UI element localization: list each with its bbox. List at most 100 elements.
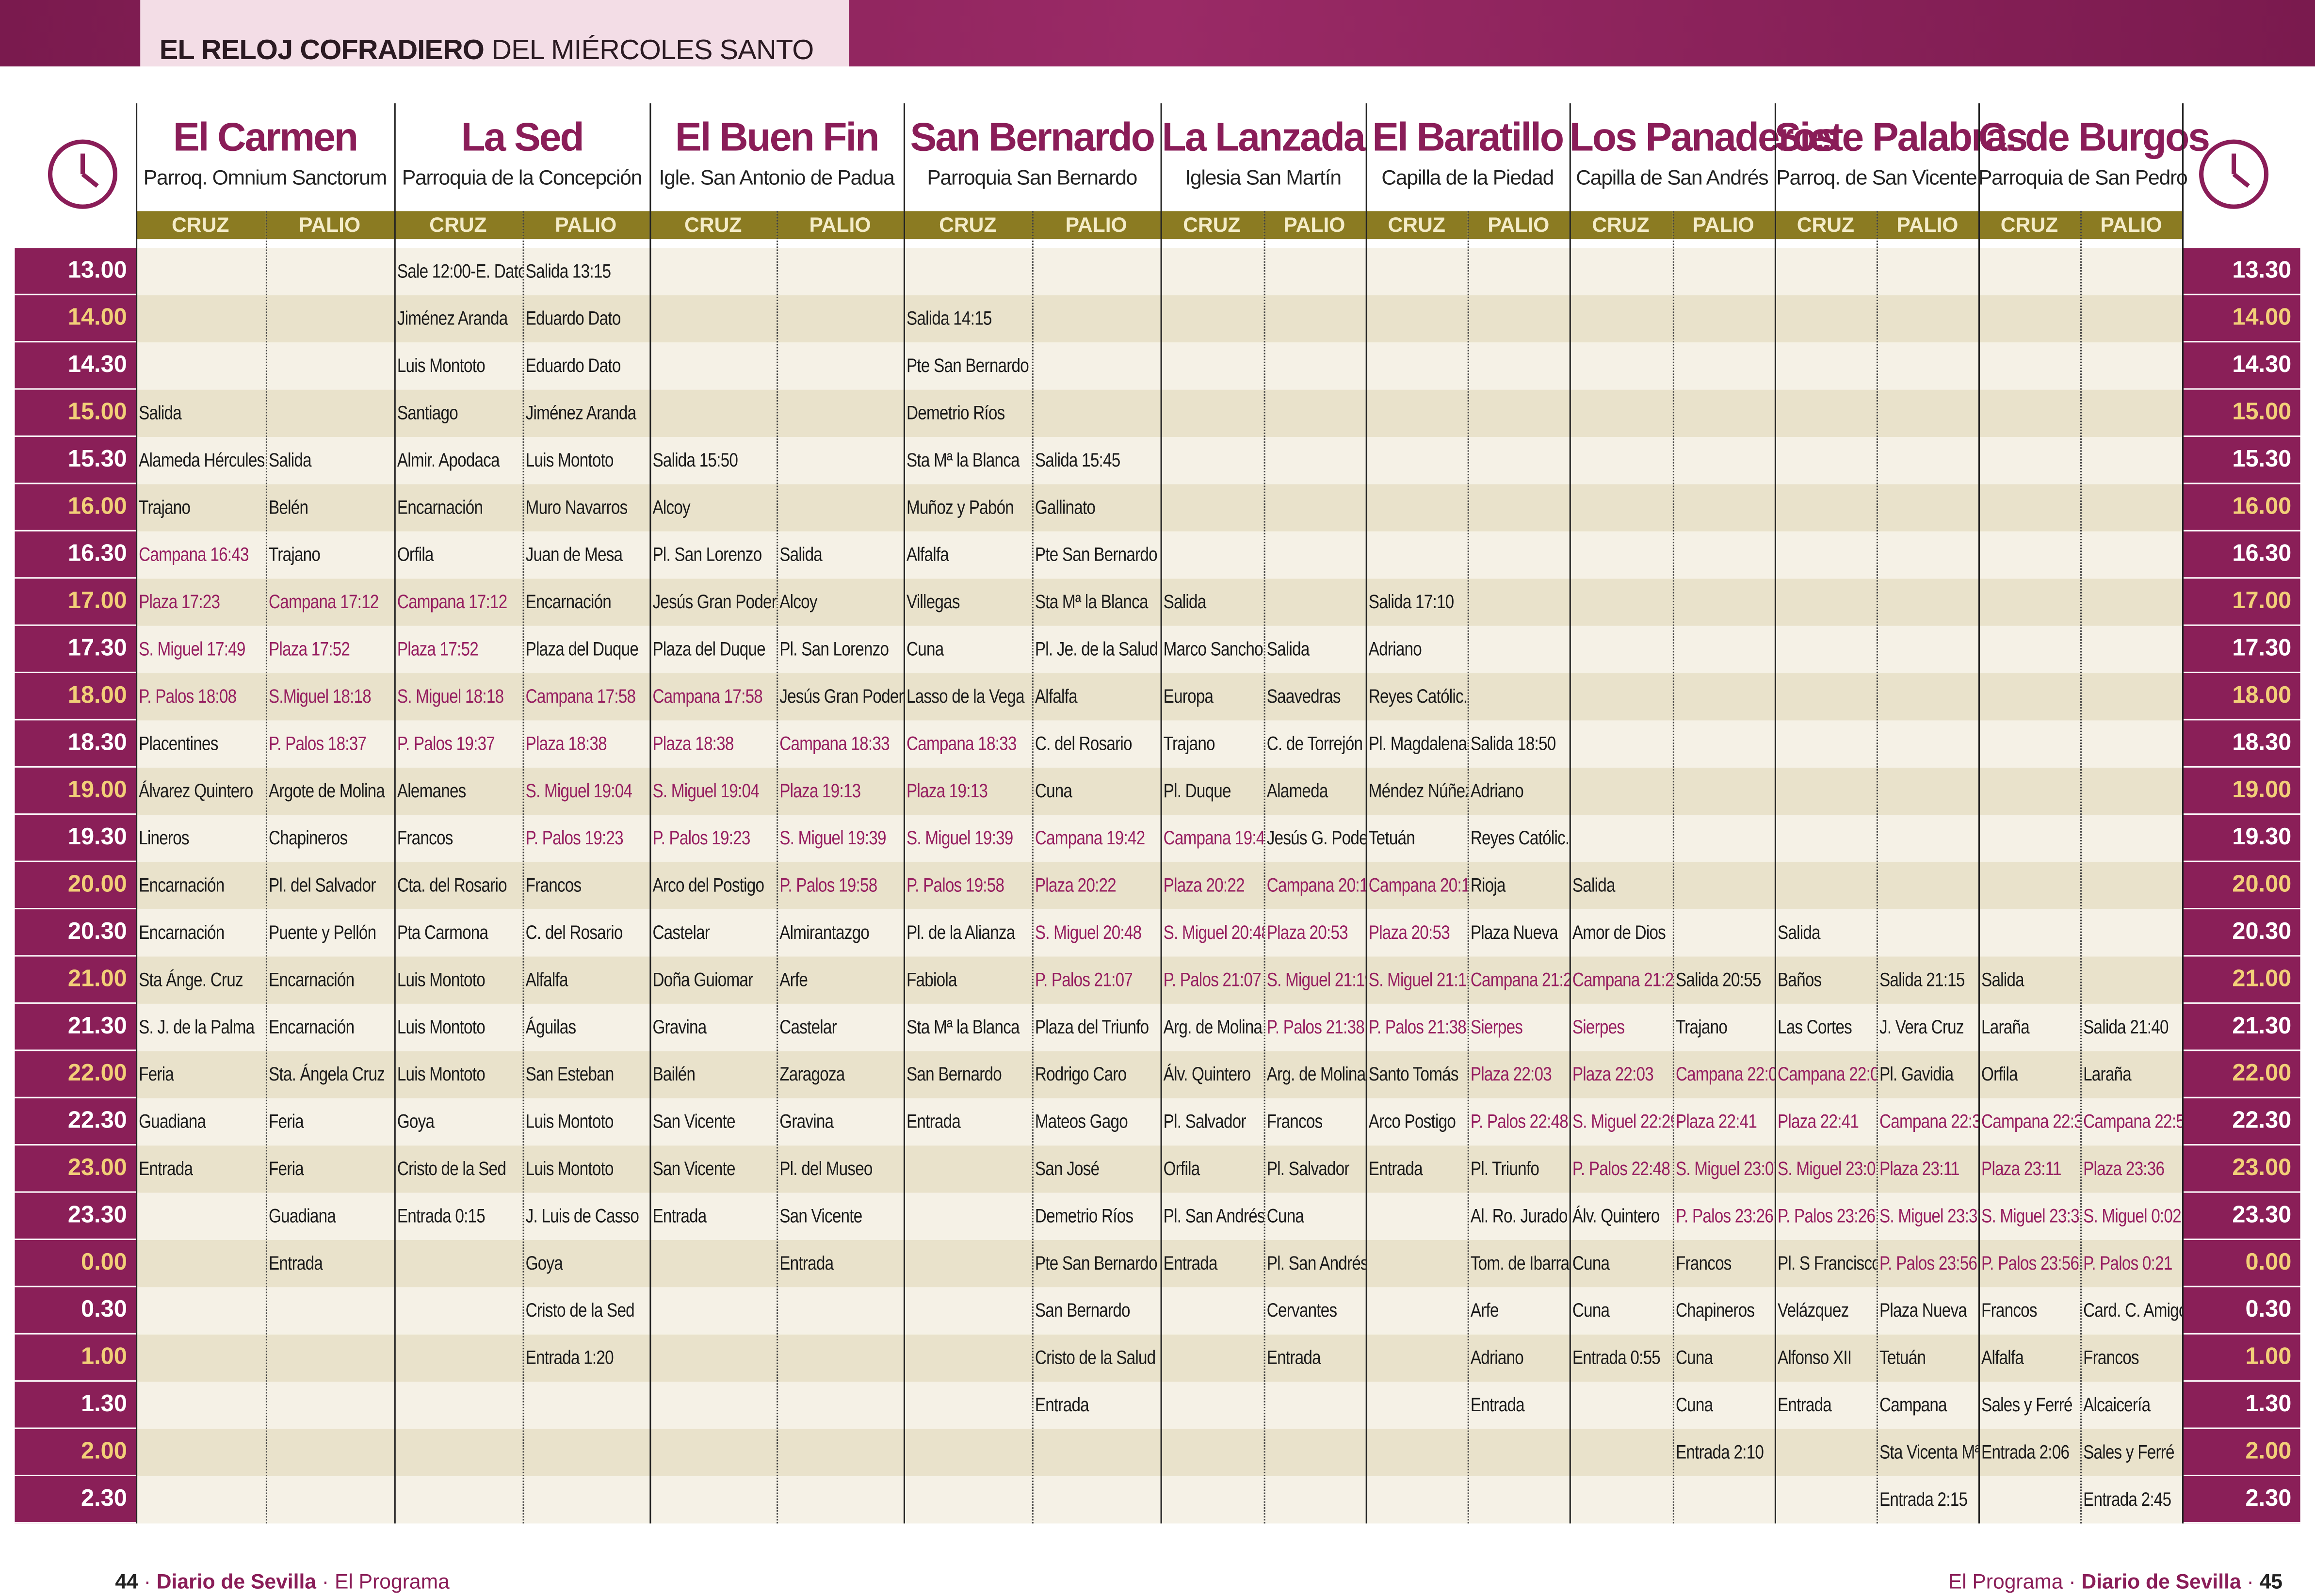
cell: Cristo de la Sed bbox=[522, 1287, 649, 1334]
cell-text: Las Cortes bbox=[1777, 1016, 1852, 1038]
cell-text: Salida 18:50 bbox=[1470, 732, 1556, 755]
cell: Villegas bbox=[904, 579, 1032, 626]
row-bg bbox=[136, 1193, 2183, 1240]
cell: Cuna bbox=[1672, 1335, 1775, 1382]
cell-text: P. Palos 22:48 bbox=[1470, 1110, 1569, 1132]
cell-text: Bailén bbox=[652, 1063, 696, 1085]
cell-text: Francos bbox=[525, 874, 581, 896]
cell-text: Arco del Postigo bbox=[652, 874, 764, 896]
cell: Alfalfa bbox=[1032, 673, 1161, 720]
page-number: 45 bbox=[2259, 1569, 2283, 1593]
cell: Trajano bbox=[265, 532, 394, 579]
cell-text: Álv. Quintero bbox=[1163, 1063, 1251, 1085]
row-bg bbox=[136, 1098, 2183, 1146]
cell: San Vicente bbox=[649, 1145, 777, 1193]
cell: Orfila bbox=[1161, 1145, 1263, 1193]
time-right: 18.30 bbox=[2182, 720, 2300, 768]
cell: P. Palos 21:07 bbox=[1032, 957, 1161, 1004]
cell: Encarnación bbox=[265, 957, 394, 1004]
cell: Encarnación bbox=[136, 909, 265, 956]
cell: Sta. Ángela Cruz bbox=[265, 1051, 394, 1098]
cell-text: Encarnación bbox=[139, 921, 225, 944]
cell-text: Pta Carmona bbox=[397, 921, 488, 944]
cell-text: Entrada 2:45 bbox=[2083, 1488, 2171, 1511]
column-name: La Lanzada bbox=[1162, 115, 1366, 160]
cell: Campana 19:42 bbox=[1161, 815, 1263, 862]
column-church: Iglesia San Martín bbox=[1185, 165, 1342, 189]
row-bg bbox=[136, 437, 2183, 484]
cell-text: Pl. Gavidia bbox=[1879, 1063, 1954, 1085]
cell-text: Trajano bbox=[139, 496, 191, 518]
cell: Sta Mª la Blanca bbox=[1032, 579, 1161, 626]
half-divider bbox=[1467, 211, 1469, 1524]
cell-text: Sale 12:00-E. Dato bbox=[397, 259, 522, 282]
cell-text: Orfila bbox=[1981, 1063, 2018, 1085]
cell-text: Luis Montoto bbox=[397, 1016, 486, 1038]
cell: Luis Montoto bbox=[394, 342, 522, 389]
cell-text: P. Palos 19:58 bbox=[779, 874, 877, 896]
column-border bbox=[1365, 103, 1367, 1524]
cell: Campana 22:31 bbox=[1978, 1098, 2080, 1145]
cell: Almir. Apodaca bbox=[394, 437, 522, 484]
cell: Plaza del Duque bbox=[649, 626, 777, 673]
time-left: 21.00 bbox=[15, 956, 136, 1004]
time-right: 20.30 bbox=[2182, 909, 2300, 957]
time-right: 21.00 bbox=[2182, 956, 2300, 1004]
cell-text: Pl. de la Alianza bbox=[907, 921, 1015, 944]
time-right: 19.30 bbox=[2182, 815, 2300, 862]
cell: Pta Carmona bbox=[394, 909, 522, 956]
cell: Eduardo Dato bbox=[522, 295, 649, 342]
cell: S. Miguel 20:48 bbox=[1161, 909, 1263, 956]
cell: Entrada 2:45 bbox=[2080, 1476, 2182, 1523]
cell: P. Palos 23:26 bbox=[1775, 1193, 1877, 1240]
cell-text: Francos bbox=[1266, 1110, 1322, 1132]
cell-text: Pl. San Andrés bbox=[1266, 1252, 1366, 1274]
cell-text: San Bernardo bbox=[907, 1063, 1002, 1085]
cell: Cristo de la Salud bbox=[1032, 1335, 1161, 1382]
cell-text: Cristo de la Salud bbox=[1035, 1346, 1156, 1369]
cell: Plaza 23:36 bbox=[2080, 1145, 2182, 1193]
cell: Guadiana bbox=[136, 1098, 265, 1145]
cell: Cristo de la Sed bbox=[394, 1145, 522, 1193]
cell: Feria bbox=[265, 1098, 394, 1145]
time-right: 14.30 bbox=[2182, 342, 2300, 390]
cell: Pl. San Lorenzo bbox=[777, 626, 904, 673]
cell: S. Miguel 19:04 bbox=[649, 768, 777, 815]
cell: Entrada 2:06 bbox=[1978, 1429, 2080, 1476]
cell: Salida 21:40 bbox=[2080, 1004, 2182, 1051]
cell-text: Juan de Mesa bbox=[525, 543, 622, 565]
cell: Cuna bbox=[1672, 1382, 1775, 1429]
title-tab bbox=[140, 0, 849, 66]
cell-text: P. Palos 19:37 bbox=[397, 732, 495, 755]
time-left: 23.30 bbox=[15, 1193, 136, 1240]
cell: P. Palos 18:08 bbox=[136, 673, 265, 720]
cell-text: Eduardo Dato bbox=[525, 354, 620, 377]
cell: S. Miguel 19:04 bbox=[522, 768, 649, 815]
cell: Entrada bbox=[1775, 1382, 1877, 1429]
cell: Castelar bbox=[649, 909, 777, 956]
time-left: 21.30 bbox=[15, 1003, 136, 1051]
cell-text: Fabiola bbox=[907, 968, 957, 991]
time-left: 1.00 bbox=[15, 1334, 136, 1382]
cell: Marco Sancho bbox=[1161, 626, 1263, 673]
cell: Cta. del Rosario bbox=[394, 862, 522, 909]
time-right: 0.30 bbox=[2182, 1287, 2300, 1335]
cell-text: Entrada bbox=[268, 1252, 322, 1274]
cell: Plaza 23:11 bbox=[1978, 1145, 2080, 1193]
time-left: 20.30 bbox=[15, 909, 136, 957]
cell-text: P. Palos 19:23 bbox=[652, 826, 750, 849]
cell: Campana 17:58 bbox=[522, 673, 649, 720]
cell: Bailén bbox=[649, 1051, 777, 1098]
cell: Campana bbox=[1877, 1382, 1978, 1429]
cell-text: Campana 22:01 bbox=[1675, 1063, 1775, 1085]
cell: Muro Navarros bbox=[522, 484, 649, 531]
cell-text: Entrada bbox=[1266, 1346, 1320, 1369]
cell: Alfonso XII bbox=[1775, 1335, 1877, 1382]
cell: Francos bbox=[1978, 1287, 2080, 1334]
time-right: 19.00 bbox=[2182, 767, 2300, 815]
cell-text: Almirantazgo bbox=[779, 921, 870, 944]
cell-text: S. Miguel 0:02 bbox=[2083, 1204, 2182, 1227]
cell: Chapineros bbox=[265, 815, 394, 862]
row-bg bbox=[136, 767, 2183, 815]
